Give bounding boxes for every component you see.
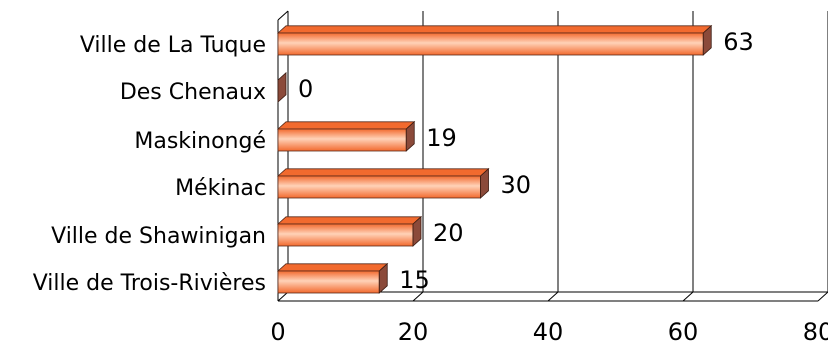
data-label: 20 (433, 219, 464, 247)
bar-end-face (277, 71, 287, 103)
bar-end-face (480, 167, 489, 199)
bar (276, 24, 713, 56)
floor-gridline (817, 291, 828, 302)
bar-top-face (276, 121, 416, 130)
bar-end-face (412, 215, 422, 247)
category-labels: Ville de La Tuque Des Chenaux Maskinongé Mé… (33, 33, 266, 296)
bar-end-face (378, 262, 388, 294)
gridlines (412, 11, 828, 302)
bar-front-face (277, 223, 414, 247)
bar-front-face (277, 175, 481, 199)
bars (276, 24, 713, 294)
bar-top-face (276, 168, 490, 177)
floor-left-edge (277, 291, 289, 302)
bar-top-face (276, 25, 713, 34)
bar-top-face (276, 263, 389, 272)
bar-front-face (277, 128, 407, 152)
data-label: 19 (426, 124, 457, 152)
bar (276, 215, 423, 247)
floor-gridline (682, 291, 694, 302)
x-tick-label: 20 (398, 318, 429, 346)
category-label: Ville de Shawinigan (51, 224, 266, 249)
bar (276, 262, 389, 294)
category-label: Ville de La Tuque (80, 33, 266, 58)
data-label: 15 (399, 266, 430, 294)
bar-front-face (277, 32, 704, 56)
left-wall-top-edge (277, 10, 289, 21)
bar-end-face (702, 24, 712, 56)
data-label: 63 (723, 28, 754, 56)
bar (277, 71, 287, 103)
data-label: 0 (298, 75, 313, 103)
x-tick-label: 40 (533, 318, 564, 346)
bar-top-face (276, 216, 423, 225)
category-label: Ville de Trois-Rivières (33, 271, 266, 296)
category-label: Maskinongé (134, 129, 266, 154)
x-tick-label: 80 (803, 318, 828, 346)
bar-front-face (277, 270, 380, 294)
bar (276, 120, 416, 152)
x-tick-label: 0 (270, 318, 285, 346)
x-tick-label: 60 (668, 318, 699, 346)
floor-gridline (412, 291, 424, 302)
floor-gridline (547, 291, 559, 302)
data-label: 30 (501, 171, 532, 199)
bar (276, 167, 490, 199)
category-label: Des Chenaux (120, 80, 266, 105)
x-axis-tick-labels: 0 20 40 60 80 (270, 318, 828, 346)
category-label: Mékinac (175, 176, 266, 201)
bar-end-face (405, 120, 415, 152)
